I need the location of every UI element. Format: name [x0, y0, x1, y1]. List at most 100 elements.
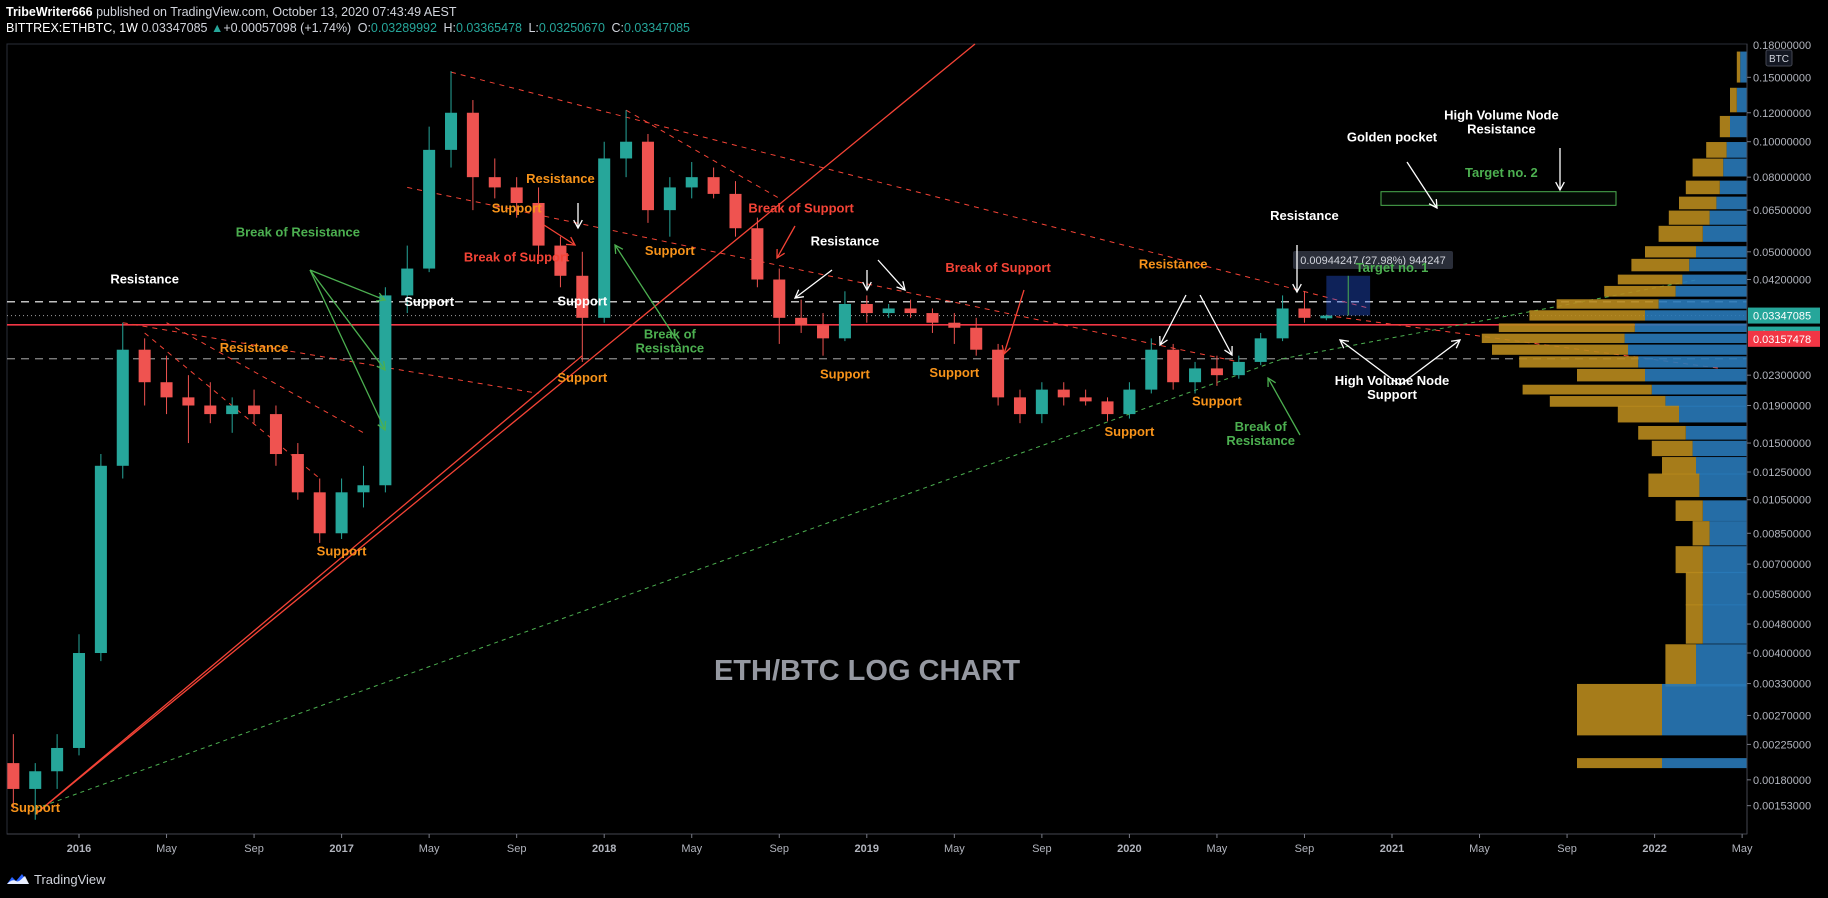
y-axis[interactable]: 0.15000000 0.12000000 0.10000000 0.08000000… [1746, 40, 1811, 834]
annotation-label: Break of Support [748, 201, 854, 216]
annotation-label: Golden pocket [1347, 130, 1438, 145]
annotation-label: Resistance [1270, 208, 1339, 223]
chart-title: ETH/BTC LOG CHART [714, 655, 1020, 687]
candle-body [423, 149, 436, 269]
trend-line-1 [35, 358, 1283, 810]
volume-bar-down [1604, 285, 1676, 297]
annotation-label: Resistance [110, 271, 179, 286]
annotation-line: Support [557, 370, 607, 385]
annotation-line: Support [10, 800, 60, 815]
annotation-line: High Volume Node [1444, 108, 1559, 123]
volume-bar-up [1692, 440, 1747, 457]
candle-body [510, 187, 523, 203]
symbol-label[interactable]: BITTREX:ETHBTC, 1W [6, 21, 138, 35]
candle-body [576, 275, 589, 318]
annotation-label: Support [820, 367, 870, 382]
volume-bar-down [1662, 457, 1696, 475]
volume-bar-up [1679, 405, 1747, 423]
annotation-line: Golden pocket [1347, 130, 1438, 145]
volume-bar-up [1685, 425, 1747, 440]
measure-label-bg [1293, 251, 1453, 269]
volume-bar-down [1658, 225, 1703, 242]
annotation-label: Break of Resistance [636, 326, 705, 355]
candle-body [817, 325, 830, 339]
candle-body [1167, 349, 1180, 383]
y-tick-label: 0.00700000 [1753, 559, 1811, 571]
annotation-arrow [1399, 339, 1461, 386]
volume-bar-down [1730, 87, 1737, 113]
candle-body [1320, 315, 1333, 319]
annotation-label: Support [404, 294, 454, 309]
candle-body [357, 485, 370, 493]
candle-body [970, 327, 983, 350]
volume-bar-down [1481, 333, 1625, 344]
candle-body [838, 303, 851, 339]
candle-body [1254, 338, 1267, 362]
volume-bar-down [1577, 683, 1662, 736]
candle-body [1035, 389, 1048, 415]
annotation-label: Resistance [811, 234, 880, 249]
ohlc-line: BITTREX:ETHBTC, 1W 0.03347085 ▲+0.000570… [6, 20, 690, 36]
volume-bar-down [1498, 323, 1635, 333]
candle-body [707, 177, 720, 194]
annotation-arrow [1406, 161, 1438, 209]
candle-body [291, 454, 304, 493]
currency-badge: BTC [1765, 49, 1793, 67]
candle-body [795, 317, 808, 326]
candle-body [598, 158, 611, 318]
x-tick-label: 2021 [1380, 843, 1404, 855]
volume-bar-down [1665, 644, 1696, 687]
y-tick-label: 0.08000000 [1753, 172, 1811, 184]
x-tick-label: May [1732, 843, 1753, 855]
x-axis[interactable]: 2016 May Sep 2017 May Sep 2018 May Sep 2019 May Sep… [7, 833, 1753, 855]
candle-body [313, 492, 326, 534]
volume-bar-down [1577, 368, 1645, 382]
candle-body [554, 245, 567, 276]
tradingview-footer[interactable]: TradingView [6, 868, 106, 890]
annotation-line: Resistance [110, 271, 179, 286]
annotation-line: High Volume Node [1335, 373, 1450, 388]
candles [7, 71, 1333, 820]
candle-body [641, 141, 654, 211]
annotation-line: Target no. 1 [1356, 260, 1429, 275]
annotation-line: Support [557, 293, 607, 308]
volume-bar-down [1529, 310, 1645, 321]
x-tick-label: Sep [507, 843, 527, 855]
x-tick-label: 2018 [592, 843, 616, 855]
annotation-label: Support [492, 201, 542, 216]
volume-bar-up [1709, 521, 1747, 546]
candle-body [1276, 308, 1289, 339]
annotation-label: Break of Resistance [1226, 419, 1295, 448]
annotation-arrow [309, 269, 386, 301]
x-tick-label: 2017 [329, 843, 353, 855]
close-label: C: [611, 21, 624, 35]
publish-line: TribeWriter666 published on TradingView.… [6, 4, 690, 20]
volume-bar-down [1648, 473, 1700, 497]
volume-bar-up [1702, 604, 1747, 644]
volume-bar-up [1736, 87, 1747, 113]
annotation-line: Support [492, 201, 542, 216]
open-value: 0.03289992 [370, 21, 437, 35]
x-tick-label: May [681, 843, 702, 855]
x-tick-label: Sep [1295, 843, 1315, 855]
annotation-label: Support [1192, 394, 1242, 409]
volume-bar-down [1651, 440, 1693, 457]
volume-bar-down [1685, 604, 1703, 644]
volume-bar-up [1730, 115, 1747, 138]
arrow-head-icon [614, 243, 624, 255]
annotation-line: Resistance [1226, 433, 1295, 448]
y-tick-label: 0.00850000 [1753, 528, 1811, 540]
x-tick-label: 2019 [855, 843, 879, 855]
candle-body [1189, 368, 1202, 383]
price-badge [1748, 330, 1820, 347]
volume-bar-up [1662, 683, 1747, 736]
annotation-line: Break of Support [748, 201, 854, 216]
open-label: O: [357, 21, 371, 35]
x-tick-label: May [1469, 843, 1490, 855]
y-tick-label: 0.00330000 [1753, 679, 1811, 691]
candle-body [1101, 401, 1114, 415]
author-name[interactable]: TribeWriter666 [6, 5, 93, 19]
arrow-head-icon [896, 281, 906, 292]
arrow-head-icon [1224, 345, 1233, 357]
